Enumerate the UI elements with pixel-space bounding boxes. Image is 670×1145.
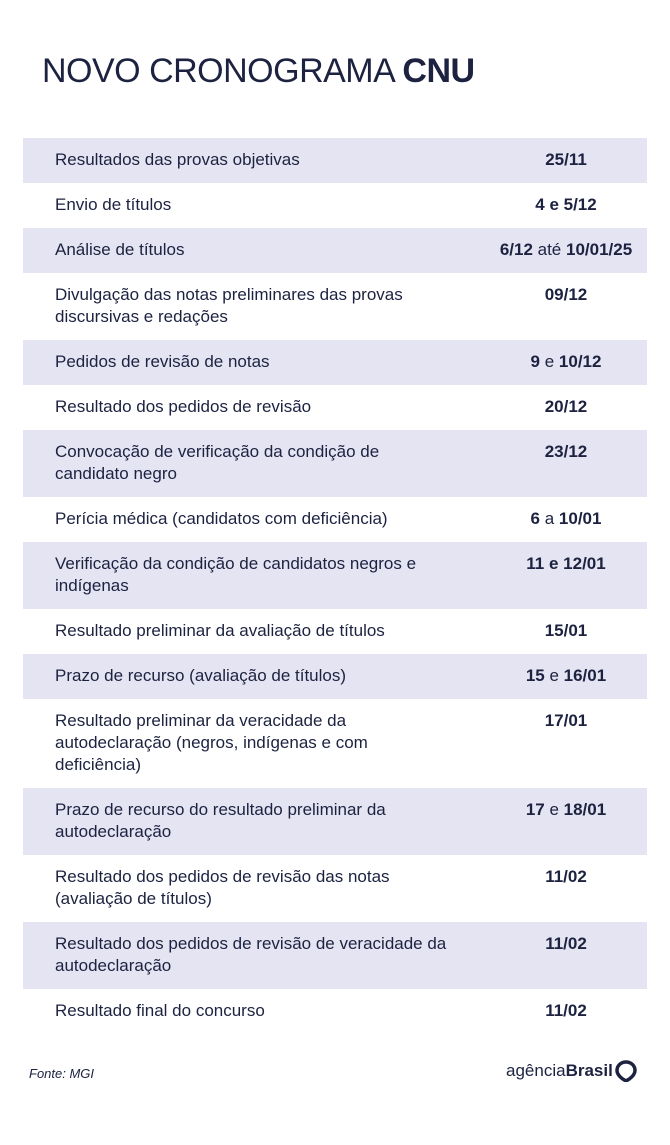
table-row: Prazo de recurso (avaliação de títulos) 1… xyxy=(23,654,647,699)
date-segment: 10/12 xyxy=(558,352,602,371)
table-row: Análise de títulos 6/12 até 10/01/25 xyxy=(23,228,647,273)
date-segment: 4 e 5/12 xyxy=(535,195,597,214)
event-date: 09/12 xyxy=(455,284,647,306)
date-segment: 25/11 xyxy=(545,150,587,169)
event-date: 4 e 5/12 xyxy=(455,194,647,216)
title-bold: CNU xyxy=(402,52,475,90)
table-row: Resultado preliminar da veracidade da au… xyxy=(23,699,647,788)
event-date: 11/02 xyxy=(455,1000,647,1022)
event-date: 15 e 16/01 xyxy=(455,665,647,687)
table-row: Pedidos de revisão de notas 9 e 10/12 xyxy=(23,340,647,385)
schedule-table: Resultados das provas objetivas 25/11 Envi… xyxy=(23,138,647,1034)
date-segment: e xyxy=(544,800,564,819)
table-row: Convocação de verificação da condição de… xyxy=(23,430,647,497)
table-row: Resultado final do concurso 11/02 xyxy=(23,989,647,1034)
event-label: Resultado dos pedidos de revisão das not… xyxy=(55,867,390,908)
date-segment: 10/01 xyxy=(558,509,602,528)
event-date: 11 e 12/01 xyxy=(455,553,647,575)
event-date: 11/02 xyxy=(455,866,647,888)
logo-text-bold: Brasil xyxy=(565,1061,613,1080)
event-date: 9 e 10/12 xyxy=(455,351,647,373)
date-segment: 17/01 xyxy=(544,711,588,730)
date-segment: 11/02 xyxy=(545,867,587,886)
date-segment: 10/01/25 xyxy=(566,240,633,259)
event-date: 20/12 xyxy=(455,396,647,418)
event-label: Envio de títulos xyxy=(55,195,172,214)
event-label: Divulgação das notas preliminares das pr… xyxy=(55,285,403,326)
table-row: Resultado dos pedidos de revisão das not… xyxy=(23,855,647,922)
event-label: Resultado dos pedidos de revisão xyxy=(55,397,312,416)
event-label: Perícia médica (candidatos com deficiênc… xyxy=(55,509,388,528)
title-regular: NOVO CRONOGRAMA xyxy=(42,52,394,90)
date-segment: 11/02 xyxy=(545,1001,587,1020)
map-pin-icon xyxy=(615,1060,637,1082)
date-segment: 23/12 xyxy=(544,442,588,461)
event-date: 17/01 xyxy=(455,710,647,732)
table-row: Prazo de recurso do resultado preliminar… xyxy=(23,788,647,855)
event-label: Pedidos de revisão de notas xyxy=(55,352,270,371)
date-segment: 16/01 xyxy=(563,666,607,685)
table-row: Verificação da condição de candidatos ne… xyxy=(23,542,647,609)
event-label: Análise de títulos xyxy=(55,240,185,259)
event-date: 6 a 10/01 xyxy=(455,508,647,530)
date-segment: até xyxy=(532,240,566,259)
event-label: Convocação de verificação da condição de… xyxy=(55,442,380,483)
agencia-brasil-logo: agência Brasil xyxy=(506,1060,637,1082)
date-segment: 6/12 xyxy=(499,240,533,259)
event-date: 6/12 até 10/01/25 xyxy=(455,239,647,261)
date-segment: 09/12 xyxy=(544,285,588,304)
event-date: 23/12 xyxy=(455,441,647,463)
event-label: Resultado preliminar da veracidade da au… xyxy=(55,711,368,774)
event-label: Resultados das provas objetivas xyxy=(55,150,300,169)
event-date: 17 e 18/01 xyxy=(455,799,647,821)
table-row: Envio de títulos 4 e 5/12 xyxy=(23,183,647,228)
date-segment: 15/01 xyxy=(544,621,588,640)
date-segment: 11/02 xyxy=(545,934,587,953)
event-label: Verificação da condição de candidatos ne… xyxy=(55,554,417,595)
event-label: Resultado dos pedidos de revisão de vera… xyxy=(55,934,447,975)
table-row: Divulgação das notas preliminares das pr… xyxy=(23,273,647,340)
date-segment: e xyxy=(544,666,564,685)
page-title: NOVO CRONOGRAMA CNU xyxy=(42,52,475,91)
table-row: Resultado dos pedidos de revisão 20/12 xyxy=(23,385,647,430)
logo-text-regular: agência xyxy=(506,1061,566,1080)
event-label: Prazo de recurso do resultado preliminar… xyxy=(55,800,386,841)
date-segment: a xyxy=(540,509,559,528)
source-note: Fonte: MGI xyxy=(29,1066,95,1081)
date-segment: 17 xyxy=(525,800,545,819)
table-row: Resultado preliminar da avaliação de tít… xyxy=(23,609,647,654)
event-date: 15/01 xyxy=(455,620,647,642)
table-row: Resultado dos pedidos de revisão de vera… xyxy=(23,922,647,989)
event-date: 11/02 xyxy=(455,933,647,955)
date-segment: 15 xyxy=(525,666,545,685)
event-date: 25/11 xyxy=(455,149,647,171)
date-segment: 20/12 xyxy=(544,397,588,416)
date-segment: e xyxy=(540,352,559,371)
date-segment: 6 xyxy=(530,509,540,528)
date-segment: 18/01 xyxy=(563,800,607,819)
event-label: Prazo de recurso (avaliação de títulos) xyxy=(55,666,347,685)
table-row: Perícia médica (candidatos com deficiênc… xyxy=(23,497,647,542)
event-label: Resultado preliminar da avaliação de tít… xyxy=(55,621,385,640)
event-label: Resultado final do concurso xyxy=(55,1001,265,1020)
date-segment: 11 e 12/01 xyxy=(526,554,606,573)
date-segment: 9 xyxy=(530,352,540,371)
table-row: Resultados das provas objetivas 25/11 xyxy=(23,138,647,183)
